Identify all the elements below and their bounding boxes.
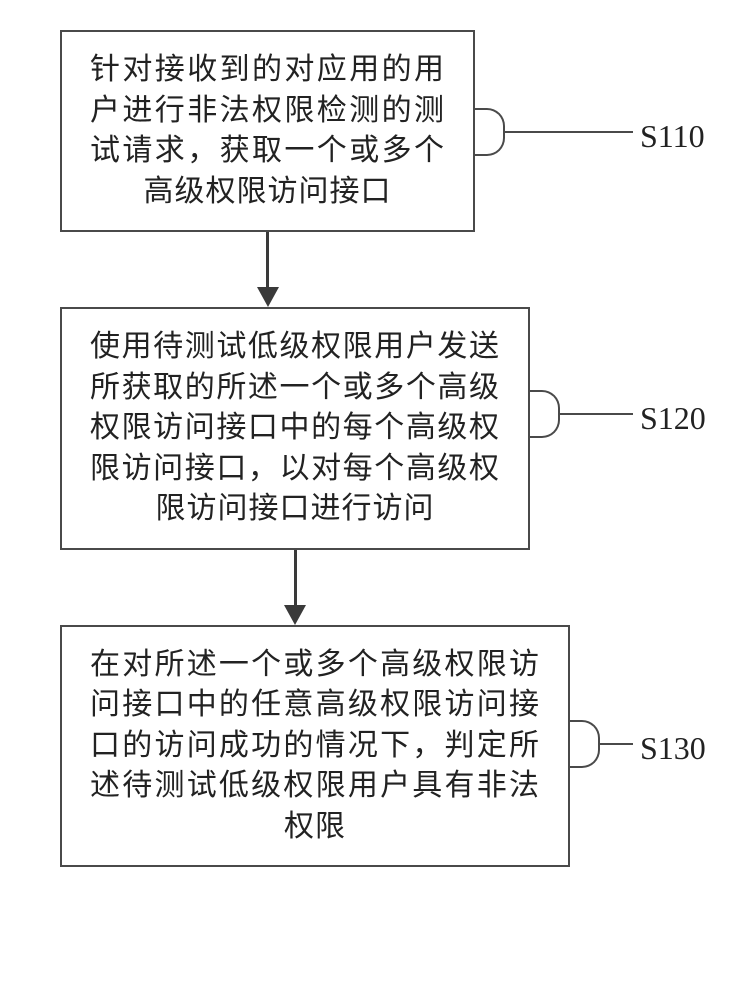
flow-step-text: 在对所述一个或多个高级权限访问接口中的任意高级权限访问接口的访问成功的情况下，判…: [90, 645, 540, 848]
label-connector-line: [600, 743, 633, 745]
arrow-down-icon: [257, 287, 279, 307]
label-connector-curve: [475, 108, 505, 156]
flow-connector: [60, 550, 530, 625]
step-label: S120: [640, 400, 706, 437]
flow-step-box: 使用待测试低级权限用户发送所获取的所述一个或多个高级权限访问接口中的每个高级权限…: [60, 307, 530, 550]
connector-line: [266, 232, 269, 287]
label-connector-curve: [530, 390, 560, 438]
label-connector-line: [560, 413, 633, 415]
flow-step-box: 针对接收到的对应用的用户进行非法权限检测的测试请求，获取一个或多个高级权限访问接…: [60, 30, 475, 232]
flow-step-box: 在对所述一个或多个高级权限访问接口中的任意高级权限访问接口的访问成功的情况下，判…: [60, 625, 570, 868]
flow-step-text: 针对接收到的对应用的用户进行非法权限检测的测试请求，获取一个或多个高级权限访问接…: [90, 50, 445, 212]
label-connector-line: [505, 131, 633, 133]
label-connector-curve: [570, 720, 600, 768]
flowchart-container: 针对接收到的对应用的用户进行非法权限检测的测试请求，获取一个或多个高级权限访问接…: [60, 30, 680, 867]
flow-connector: [60, 232, 475, 307]
step-label: S130: [640, 730, 706, 767]
step-label: S110: [640, 118, 705, 155]
flow-step-text: 使用待测试低级权限用户发送所获取的所述一个或多个高级权限访问接口中的每个高级权限…: [90, 327, 500, 530]
arrow-down-icon: [284, 605, 306, 625]
connector-line: [294, 550, 297, 605]
